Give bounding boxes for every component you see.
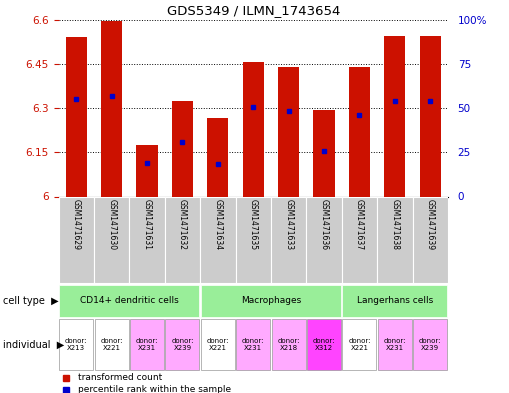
Bar [384,36,406,197]
Bar [349,67,370,196]
Text: transformed count: transformed count [78,373,162,382]
Bar [94,196,129,283]
Text: donor:
X231: donor: X231 [242,338,265,351]
Bar [59,320,93,370]
Bar [101,21,122,196]
Bar [165,320,200,370]
Text: donor:
X312: donor: X312 [313,338,335,351]
Text: donor:
X221: donor: X221 [348,338,371,351]
Bar [172,101,193,196]
Text: GSM1471632: GSM1471632 [178,199,187,250]
Bar [343,285,447,317]
Bar [200,196,236,283]
Bar [243,62,264,196]
Text: Langerhans cells: Langerhans cells [357,296,433,305]
Bar [129,196,165,283]
Text: donor:
X218: donor: X218 [277,338,300,351]
Bar [306,196,342,283]
Title: GDS5349 / ILMN_1743654: GDS5349 / ILMN_1743654 [166,4,340,17]
Bar [236,320,270,370]
Bar [307,320,341,370]
Text: GSM1471636: GSM1471636 [320,199,328,250]
Bar [207,118,229,196]
Bar [378,320,412,370]
Text: GSM1471631: GSM1471631 [143,199,152,250]
Bar [136,145,158,196]
Bar [271,196,306,283]
Text: GSM1471633: GSM1471633 [284,199,293,250]
Text: donor:
X239: donor: X239 [419,338,441,351]
Text: GSM1471634: GSM1471634 [213,199,222,250]
Bar [314,110,334,196]
Bar [412,196,448,283]
Bar [165,196,200,283]
Text: percentile rank within the sample: percentile rank within the sample [78,385,231,393]
Bar [59,285,200,317]
Text: GSM1471630: GSM1471630 [107,199,116,250]
Text: GSM1471637: GSM1471637 [355,199,364,250]
Bar [236,196,271,283]
Bar [201,320,235,370]
Text: donor:
X221: donor: X221 [100,338,123,351]
Text: individual  ▶: individual ▶ [3,340,64,350]
Text: GSM1471638: GSM1471638 [390,199,400,250]
Text: donor:
X213: donor: X213 [65,338,88,351]
Text: GSM1471639: GSM1471639 [426,199,435,250]
Text: donor:
X231: donor: X231 [384,338,406,351]
Bar [130,320,164,370]
Bar [278,67,299,196]
Text: Macrophages: Macrophages [241,296,301,305]
Text: donor:
X239: donor: X239 [171,338,194,351]
Bar [342,196,377,283]
Text: GSM1471635: GSM1471635 [249,199,258,250]
Bar [413,320,447,370]
Bar [343,320,377,370]
Bar [377,196,412,283]
Text: donor:
X231: donor: X231 [136,338,158,351]
Bar [272,320,305,370]
Bar [201,285,341,317]
Bar [419,36,441,197]
Text: donor:
X221: donor: X221 [207,338,229,351]
Text: cell type  ▶: cell type ▶ [3,296,58,306]
Text: GSM1471629: GSM1471629 [72,199,81,250]
Bar [66,37,87,197]
Bar [95,320,129,370]
Bar [59,196,94,283]
Text: CD14+ dendritic cells: CD14+ dendritic cells [80,296,179,305]
